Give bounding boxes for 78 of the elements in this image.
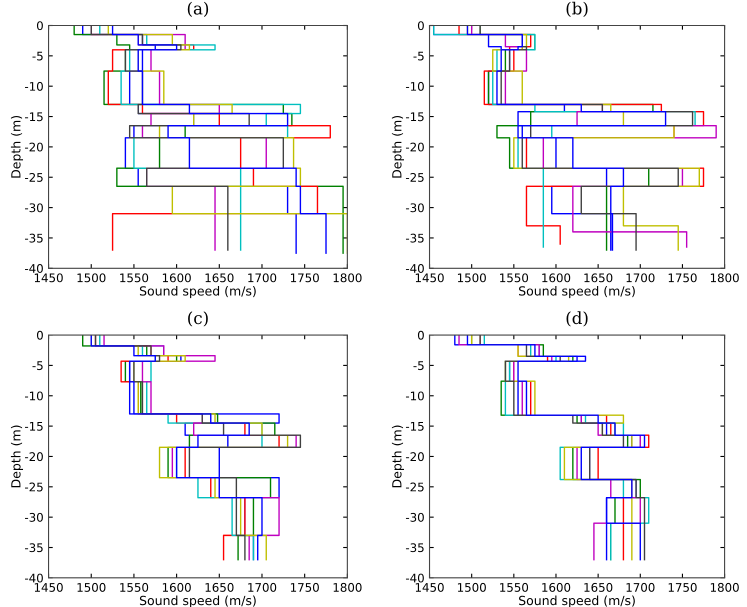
y-tick-label: -10 [406, 391, 424, 400]
y-tick-label: 0 [36, 330, 43, 340]
y-tick-label: -5 [32, 52, 43, 60]
x-tick-label: 1500 [78, 582, 106, 592]
y-tick-label: -20 [24, 142, 43, 152]
y-tick-label: -15 [24, 112, 43, 122]
y-tick-label: -5 [413, 52, 424, 60]
y-axis-title: Depth (m) [10, 116, 24, 178]
chart-title: (a) [188, 2, 208, 17]
y-tick-label: -35 [24, 543, 43, 552]
x-tick-label: 1600 [162, 273, 191, 282]
x-tick-label: 1650 [206, 582, 234, 592]
y-tick-label: -30 [406, 203, 424, 212]
y-tick-label: -30 [24, 203, 43, 212]
y-tick-label: -35 [24, 234, 43, 243]
x-tick-label: 1450 [34, 582, 63, 592]
x-axis-title: Sound speed (m/s) [519, 286, 635, 298]
y-axis-title: Depth (m) [392, 116, 404, 178]
y-tick-label: -15 [406, 422, 424, 431]
y-axis-title: Depth (m) [10, 426, 24, 488]
x-tick-label: 1500 [78, 273, 106, 282]
chart-title: (d) [566, 311, 588, 327]
x-tick-label: 1650 [584, 582, 612, 592]
y-tick-label: -5 [413, 361, 424, 370]
x-tick-label: 1600 [542, 582, 570, 592]
x-tick-label: 1450 [416, 582, 444, 592]
y-tick-label: -10 [406, 82, 424, 91]
x-tick-label: 1600 [162, 582, 191, 592]
x-tick-label: 1800 [710, 273, 739, 282]
x-tick-label: 1500 [458, 273, 486, 282]
x-tick-label: 1800 [710, 582, 739, 592]
y-tick-label: -35 [406, 234, 424, 243]
y-axis-title: Depth (m) [392, 426, 404, 488]
y-tick-label: 0 [418, 21, 424, 30]
y-tick-label: -20 [406, 142, 424, 152]
y-tick-label: -15 [24, 422, 43, 431]
x-tick-label: 1700 [248, 273, 276, 282]
y-tick-label: -35 [406, 543, 424, 552]
chart-title: (b) [566, 2, 588, 17]
x-tick-label: 1500 [458, 582, 486, 592]
y-tick-label: -40 [406, 264, 424, 273]
x-tick-label: 1550 [120, 273, 148, 282]
x-tick-label: 1750 [290, 582, 319, 592]
x-tick-label: 1650 [206, 273, 234, 282]
x-tick-label: 1750 [668, 273, 697, 282]
x-tick-label: 1550 [120, 582, 148, 592]
x-tick-label: 1750 [668, 582, 697, 592]
y-tick-label: -40 [24, 574, 43, 583]
y-tick-label: -30 [406, 512, 424, 522]
x-tick-label: 1700 [248, 582, 276, 592]
x-tick-label: 1550 [500, 273, 528, 282]
x-tick-label: 1450 [34, 273, 63, 282]
x-tick-label: 1800 [334, 273, 362, 282]
x-tick-label: 1750 [290, 273, 319, 282]
y-tick-label: -10 [24, 82, 43, 91]
x-tick-label: 1600 [542, 273, 570, 282]
y-tick-label: -15 [406, 112, 424, 122]
y-tick-label: -5 [32, 361, 43, 370]
y-tick-label: -25 [406, 172, 424, 182]
x-tick-label: 1800 [334, 582, 362, 592]
x-tick-label: 1700 [626, 582, 655, 592]
y-tick-label: -25 [24, 482, 43, 492]
y-tick-label: -40 [406, 574, 424, 583]
y-tick-label: -25 [24, 172, 43, 182]
y-tick-label: -10 [24, 391, 43, 400]
x-tick-label: 1650 [584, 273, 612, 282]
y-tick-label: -40 [24, 264, 43, 273]
y-tick-label: 0 [418, 330, 424, 340]
x-axis-title: Sound speed (m/s) [140, 286, 256, 298]
chart-title: (c) [188, 311, 208, 327]
x-tick-label: 1700 [626, 273, 655, 282]
y-tick-label: 0 [36, 21, 43, 30]
y-tick-label: -25 [406, 482, 424, 492]
y-tick-label: -30 [24, 512, 43, 522]
x-tick-label: 1550 [500, 582, 528, 592]
y-tick-label: -20 [24, 452, 43, 462]
x-tick-label: 1450 [416, 273, 444, 282]
y-tick-label: -20 [406, 452, 424, 462]
